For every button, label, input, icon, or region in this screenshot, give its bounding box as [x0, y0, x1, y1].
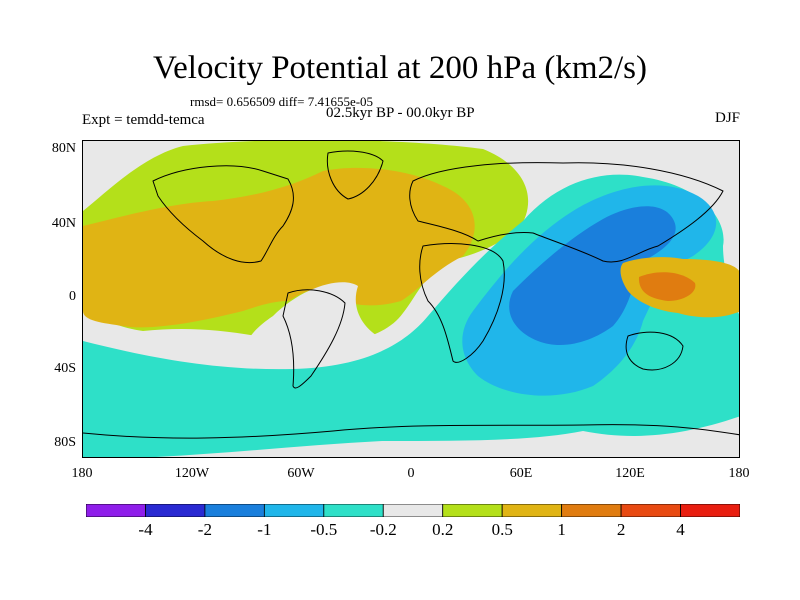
colorbar-cell [204, 504, 265, 517]
stats-line: rmsd= 0.656509 diff= 7.41655e-05 [190, 94, 374, 109]
colorbar [86, 504, 740, 517]
lon-label-180w: 180 [71, 466, 93, 481]
lat-label-80s: 80S [54, 435, 76, 450]
colorbar-label: -0.2 [369, 520, 397, 539]
lon-label-60w: 60W [287, 466, 315, 481]
colorbar-cell [382, 504, 444, 517]
coast-eurasia [409, 162, 724, 263]
strong-positive-core [638, 272, 696, 301]
neutral-south-america [243, 282, 403, 361]
coast-antarctica [83, 424, 739, 439]
colorbar-label: -1 [257, 520, 272, 539]
coast-africa [419, 243, 505, 363]
coast-australia [625, 331, 684, 371]
colorbar-cell [263, 504, 325, 517]
lat-label-40n: 40N [51, 216, 76, 231]
colorbar-label: -4 [138, 520, 153, 539]
colorbar-label: 4 [676, 520, 685, 539]
coastlines [83, 150, 739, 439]
colorbar-label: 0.5 [491, 520, 513, 539]
colorbar-label: 1 [557, 520, 566, 539]
colorbar-cell [620, 504, 681, 517]
colorbar-label: 0.2 [432, 520, 454, 539]
map-panel [82, 140, 740, 458]
lat-label-40s: 40S [54, 361, 76, 376]
experiment-label: Expt = temdd-temca [82, 112, 205, 128]
lon-label-180e: 180 [728, 466, 750, 481]
lat-label-80n: 80N [51, 141, 76, 156]
coast-south-america [282, 289, 346, 389]
colorbar-label: 2 [616, 520, 626, 539]
lon-label-0: 0 [407, 466, 415, 481]
season-label: DJF [714, 110, 740, 126]
colorbar-label: -0.5 [310, 520, 338, 539]
lon-label-60e: 60E [509, 466, 533, 481]
coast-greenland [326, 150, 384, 200]
lon-label-120w: 120W [174, 466, 210, 481]
chart-title: Velocity Potential at 200 hPa (km2/s) [152, 50, 648, 86]
colorbar-cell [145, 504, 206, 517]
strong-negative-core [509, 206, 676, 346]
lat-label-0: 0 [69, 289, 76, 304]
colorbar-label: -2 [197, 520, 212, 539]
velocity-potential-map [83, 141, 739, 457]
colorbar-cell [680, 504, 740, 517]
colorbar-cell [323, 504, 384, 517]
colorbar-cell [561, 504, 622, 517]
coast-north-america [152, 165, 294, 264]
period-label: 02.5kyr BP - 00.0kyr BP [326, 105, 475, 121]
colorbar-cell [442, 504, 503, 517]
colorbar-cell [86, 504, 146, 517]
colorbar-cell [501, 504, 563, 517]
lon-label-120e: 120E [615, 466, 645, 481]
positive-region [83, 167, 475, 328]
